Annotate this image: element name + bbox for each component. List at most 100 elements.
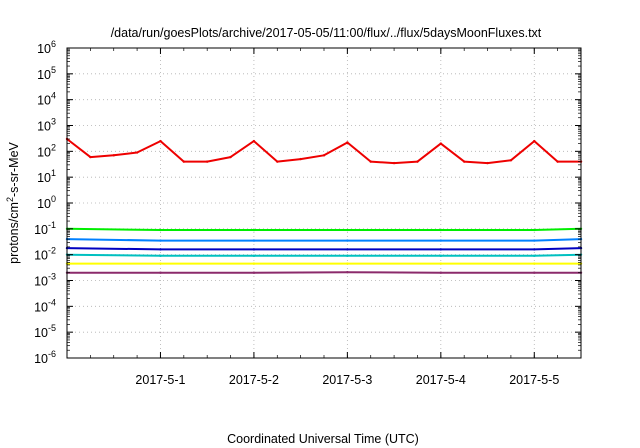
y-axis-label: protons/cm2-s-sr-MeV [5, 141, 21, 263]
y-tick-labels: 10610510410310210110010-110-210-310-410-… [34, 39, 56, 366]
data-point [346, 262, 349, 265]
y-tick-label: 106 [37, 39, 56, 56]
y-tick-label-exp: -5 [48, 323, 56, 333]
data-series [65, 137, 583, 274]
y-tick-label: 100 [37, 194, 56, 211]
y-tick-label: 101 [37, 168, 56, 185]
data-point [89, 155, 92, 159]
data-point [346, 228, 349, 232]
data-point [276, 160, 279, 163]
data-point [533, 271, 536, 274]
x-tick-label: 2017-5-2 [229, 373, 279, 387]
x-tick-label: 2017-5-5 [509, 373, 559, 387]
y-tick-label: 10-2 [34, 246, 56, 263]
y-axis-label-rest: -s-sr-MeV [7, 141, 21, 197]
data-point [509, 159, 513, 162]
data-point [252, 239, 256, 242]
x-tick-label: 2017-5-1 [135, 373, 185, 387]
y-tick-label: 10-3 [34, 272, 56, 289]
y-tick-label-base: 10 [37, 68, 51, 82]
x-tick-labels: 2017-5-1 2017-5-2 2017-5-3 2017-5-4 2017-5-5 [135, 373, 559, 387]
data-point [439, 271, 443, 274]
data-point [229, 155, 232, 159]
data-point [159, 254, 162, 258]
data-point [533, 262, 536, 265]
y-tick-label-exp: 6 [51, 39, 56, 49]
y-tick-label-base: 10 [37, 171, 51, 185]
data-point [252, 254, 256, 258]
y-tick-label-base: 10 [37, 42, 51, 56]
x-axis-label: Coordinated Universal Time (UTC) [227, 432, 419, 446]
y-tick-label-exp: 5 [51, 65, 56, 75]
y-tick-label: 103 [37, 117, 56, 134]
data-point [322, 154, 326, 157]
y-tick-label-exp: 0 [51, 194, 56, 204]
data-point [252, 262, 256, 265]
data-point [439, 254, 443, 258]
y-tick-label-exp: 3 [51, 117, 56, 127]
data-point [533, 248, 536, 251]
data-point [556, 160, 559, 163]
data-point [533, 228, 536, 232]
y-tick-label-exp: -4 [48, 297, 56, 307]
y-tick-label: 102 [37, 142, 56, 159]
data-point [533, 239, 536, 242]
y-tick-label-base: 10 [34, 352, 48, 366]
data-point [346, 254, 349, 258]
y-tick-label-exp: -3 [48, 272, 56, 282]
data-point [182, 160, 186, 163]
data-point [439, 142, 443, 145]
data-point [159, 228, 162, 232]
data-point [439, 248, 443, 251]
data-point [392, 161, 396, 165]
data-point [533, 139, 536, 143]
data-point [159, 262, 162, 265]
data-point [159, 239, 162, 242]
y-tick-label-base: 10 [34, 223, 48, 237]
y-tick-label-base: 10 [34, 326, 48, 340]
data-point [252, 228, 256, 232]
y-tick-label-base: 10 [34, 249, 48, 263]
y-tick-label: 105 [37, 65, 56, 82]
series-line-7 [67, 271, 581, 274]
data-point [346, 141, 349, 144]
y-tick-label: 104 [37, 91, 56, 108]
y-tick-label: 10-1 [34, 220, 56, 237]
data-point [346, 248, 349, 251]
y-tick-label-exp: -6 [48, 349, 56, 359]
data-point [346, 239, 349, 242]
y-tick-label-exp: 2 [51, 142, 56, 152]
y-tick-label-base: 10 [37, 94, 51, 108]
y-tick-label-base: 10 [37, 197, 51, 211]
y-tick-label-exp: -1 [48, 220, 56, 230]
data-point [252, 139, 256, 143]
data-point [135, 151, 139, 154]
y-tick-label-exp: 1 [51, 168, 56, 178]
data-point [252, 271, 256, 274]
series-line-5 [66, 253, 582, 257]
data-point [486, 161, 489, 165]
data-point [439, 262, 443, 265]
data-point [462, 160, 466, 163]
chart-title: /data/run/goesPlots/archive/2017-05-05/1… [111, 26, 542, 40]
data-point [439, 228, 443, 232]
data-point [369, 160, 372, 163]
y-axis-label-sup: 2 [5, 197, 15, 202]
y-tick-label-base: 10 [34, 275, 48, 289]
data-point [112, 154, 115, 157]
data-point [416, 160, 419, 163]
data-point [159, 271, 162, 274]
y-axis-label-base: protons/cm [7, 202, 21, 264]
data-point [439, 239, 443, 242]
x-tick-label: 2017-5-3 [322, 373, 372, 387]
y-tick-label: 10-4 [34, 297, 56, 314]
y-tick-label-base: 10 [37, 145, 51, 159]
grid-lines [67, 48, 581, 358]
data-point [159, 248, 162, 251]
x-tick-label: 2017-5-4 [416, 373, 466, 387]
y-tick-label-base: 10 [37, 120, 51, 134]
data-point [159, 139, 162, 143]
y-tick-label-base: 10 [34, 300, 48, 314]
